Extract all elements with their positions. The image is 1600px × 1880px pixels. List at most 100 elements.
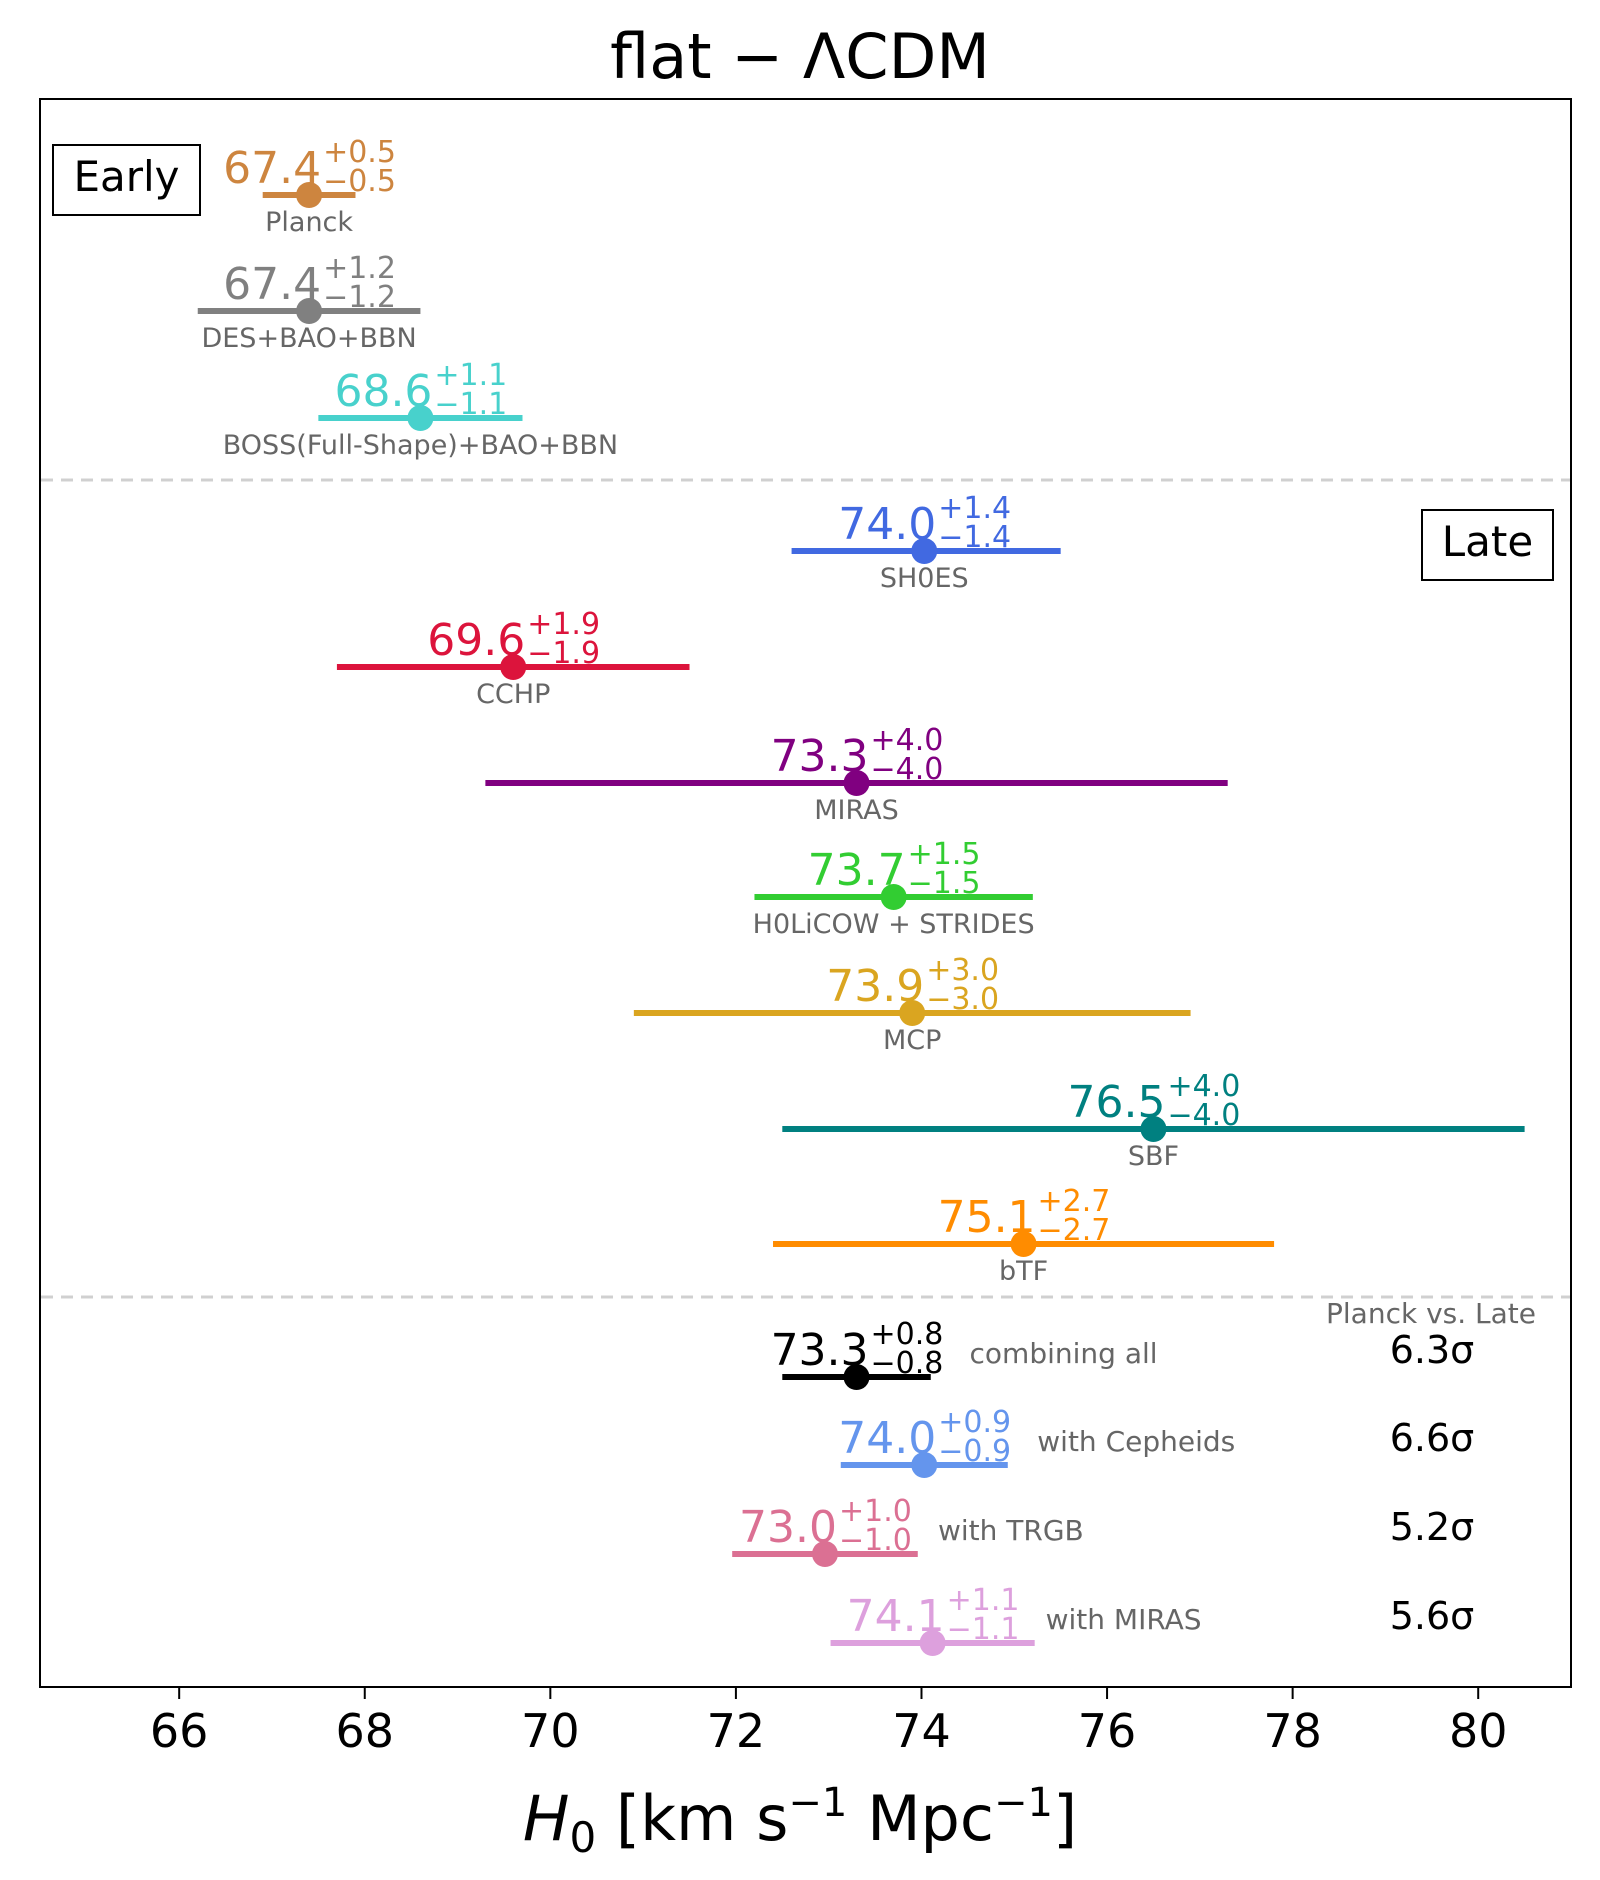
row-mcp: 73.9 +3.0−3.0 MCP	[633, 953, 1191, 1056]
series-name-with-trgb: with TRGB	[938, 1514, 1084, 1547]
value-label-combining-all: 73.3	[771, 1325, 869, 1376]
row-with-trgb: 73.0 +1.0−1.0 with TRGB 5.2σ	[732, 1494, 1474, 1567]
error-plus-miras: +4.0	[871, 723, 944, 758]
value-label-des-bao-bbn: 67.4	[223, 259, 321, 310]
error-minus-miras: −4.0	[871, 752, 944, 787]
measurements: 67.4 +0.5−0.5 Planck 67.4 +1.2−1.2DES+BAO+BB…	[197, 135, 1525, 1656]
error-minus-h0licow-strides: −1.5	[908, 866, 981, 901]
row-planck: 67.4 +0.5−0.5 Planck	[223, 135, 396, 238]
x-tick-label-74: 74	[892, 1704, 951, 1758]
x-label-unit-close: ]	[1053, 1782, 1077, 1855]
series-name-h0licow-strides: H0LiCOW + STRIDES	[753, 909, 1035, 940]
row-combining-all: 73.3 +0.8−0.8 combining all 6.3σ	[771, 1317, 1475, 1390]
sigma-with-cepheids: 6.6σ	[1390, 1416, 1475, 1460]
value-label-with-miras: 74.1	[847, 1591, 945, 1642]
error-minus-planck: −0.5	[323, 164, 396, 199]
error-minus-with-cepheids: −0.9	[938, 1434, 1011, 1469]
value-label-sh0es: 74.0	[838, 499, 936, 550]
series-name-btf: bTF	[999, 1256, 1048, 1287]
value-label-h0licow-strides: 73.7	[808, 845, 906, 896]
point-btf	[1010, 1231, 1037, 1257]
plot-frame	[39, 98, 1572, 1688]
x-tick-label-70: 70	[521, 1704, 580, 1758]
error-plus-sbf: +4.0	[1167, 1069, 1240, 1104]
x-tick-label-76: 76	[1078, 1704, 1137, 1758]
series-name-planck: Planck	[265, 207, 353, 238]
x-axis: 66 68 70 72 74 76 78 80	[150, 1687, 1508, 1758]
point-combining-all	[843, 1364, 870, 1390]
point-planck	[296, 182, 323, 208]
x-label-unit-open: [km s	[616, 1782, 789, 1855]
plot-area: Early Late Planck vs. Late 67.4 +0.5−0.5 P…	[39, 98, 1572, 1688]
point-sbf	[1140, 1116, 1167, 1142]
value-label-with-cepheids: 74.0	[838, 1413, 936, 1464]
point-with-trgb	[811, 1541, 838, 1567]
point-with-cepheids	[911, 1452, 938, 1478]
sigma-header: Planck vs. Late	[1326, 1297, 1536, 1330]
late-label-box: Late	[1421, 509, 1554, 581]
error-plus-with-miras: +1.1	[947, 1583, 1020, 1618]
error-minus-boss-full-shape-bao-bbn: −1.1	[434, 387, 507, 422]
sigma-combining-all: 6.3σ	[1390, 1328, 1475, 1372]
error-plus-with-trgb: +1.0	[839, 1494, 912, 1529]
row-sh0es: 74.0 +1.4−1.4 SH0ES	[791, 491, 1061, 594]
error-minus-with-trgb: −1.0	[839, 1523, 912, 1558]
point-sh0es	[911, 538, 938, 564]
error-plus-h0licow-strides: +1.5	[908, 837, 981, 872]
row-with-cepheids: 74.0 +0.9−0.9 with Cepheids 6.6σ	[838, 1405, 1474, 1478]
value-label-btf: 75.1	[938, 1192, 1036, 1243]
x-label-unit-mid: Mpc	[847, 1782, 994, 1855]
series-name-cchp: CCHP	[476, 679, 550, 710]
error-plus-mcp: +3.0	[926, 953, 999, 988]
error-minus-cchp: −1.9	[527, 636, 600, 671]
x-tick-label-80: 80	[1449, 1704, 1508, 1758]
value-label-miras: 73.3	[771, 731, 869, 782]
error-minus-combining-all: −0.8	[871, 1346, 944, 1381]
x-tick-label-78: 78	[1263, 1704, 1322, 1758]
error-minus-sbf: −4.0	[1167, 1098, 1240, 1133]
error-plus-with-cepheids: +0.9	[938, 1405, 1011, 1440]
sigma-with-trgb: 5.2σ	[1390, 1505, 1475, 1549]
value-label-cchp: 69.6	[427, 615, 525, 666]
series-name-sbf: SBF	[1128, 1141, 1179, 1172]
row-cchp: 69.6 +1.9−1.9 CCHP	[336, 607, 690, 710]
series-name-with-miras: with MIRAS	[1046, 1603, 1202, 1636]
error-plus-boss-full-shape-bao-bbn: +1.1	[434, 358, 507, 393]
error-minus-btf: −2.7	[1038, 1213, 1111, 1248]
error-plus-planck: +0.5	[323, 135, 396, 170]
value-label-boss-full-shape-bao-bbn: 68.6	[334, 366, 432, 417]
early-label-box: Early	[52, 144, 201, 216]
series-name-with-cepheids: with Cepheids	[1037, 1425, 1235, 1458]
series-name-combining-all: combining all	[970, 1337, 1158, 1370]
series-name-sh0es: SH0ES	[880, 563, 969, 594]
x-tick-label-72: 72	[707, 1704, 766, 1758]
row-boss-full-shape-bao-bbn: 68.6 +1.1−1.1 BOSS(Full-Shape)+BAO+BBN	[223, 358, 618, 461]
error-plus-sh0es: +1.4	[938, 491, 1011, 526]
row-des-bao-bbn: 67.4 +1.2−1.2 DES+BAO+BBN	[197, 251, 421, 354]
series-name-boss-full-shape-bao-bbn: BOSS(Full-Shape)+BAO+BBN	[223, 430, 618, 461]
point-miras	[843, 770, 870, 796]
point-boss-full-shape-bao-bbn	[407, 405, 434, 431]
error-minus-mcp: −3.0	[926, 982, 999, 1017]
point-h0licow-strides	[880, 884, 907, 910]
row-miras: 73.3 +4.0−4.0 MIRAS	[485, 723, 1228, 826]
early-label: Early	[73, 152, 179, 201]
x-tick-label-68: 68	[335, 1704, 394, 1758]
x-label-exp1: −1	[788, 1780, 847, 1826]
error-minus-sh0es: −1.4	[938, 520, 1011, 555]
x-tick-label-66: 66	[150, 1704, 209, 1758]
value-label-sbf: 76.5	[1067, 1077, 1165, 1128]
error-plus-combining-all: +0.8	[871, 1317, 944, 1352]
error-minus-des-bao-bbn: −1.2	[323, 280, 396, 315]
error-plus-des-bao-bbn: +1.2	[323, 251, 396, 286]
error-minus-with-miras: −1.1	[947, 1612, 1020, 1647]
point-with-miras	[919, 1630, 946, 1656]
point-cchp	[500, 654, 527, 680]
x-label-subscript: 0	[569, 1813, 596, 1862]
chart-title: flat − ΛCDM	[610, 20, 990, 93]
row-with-miras: 74.1 +1.1−1.1 with MIRAS 5.6σ	[830, 1583, 1475, 1656]
point-des-bao-bbn	[296, 298, 323, 324]
x-axis-label: H0 [km s−1 Mpc−1]	[523, 1780, 1077, 1862]
sigma-with-miras: 5.6σ	[1390, 1594, 1475, 1638]
